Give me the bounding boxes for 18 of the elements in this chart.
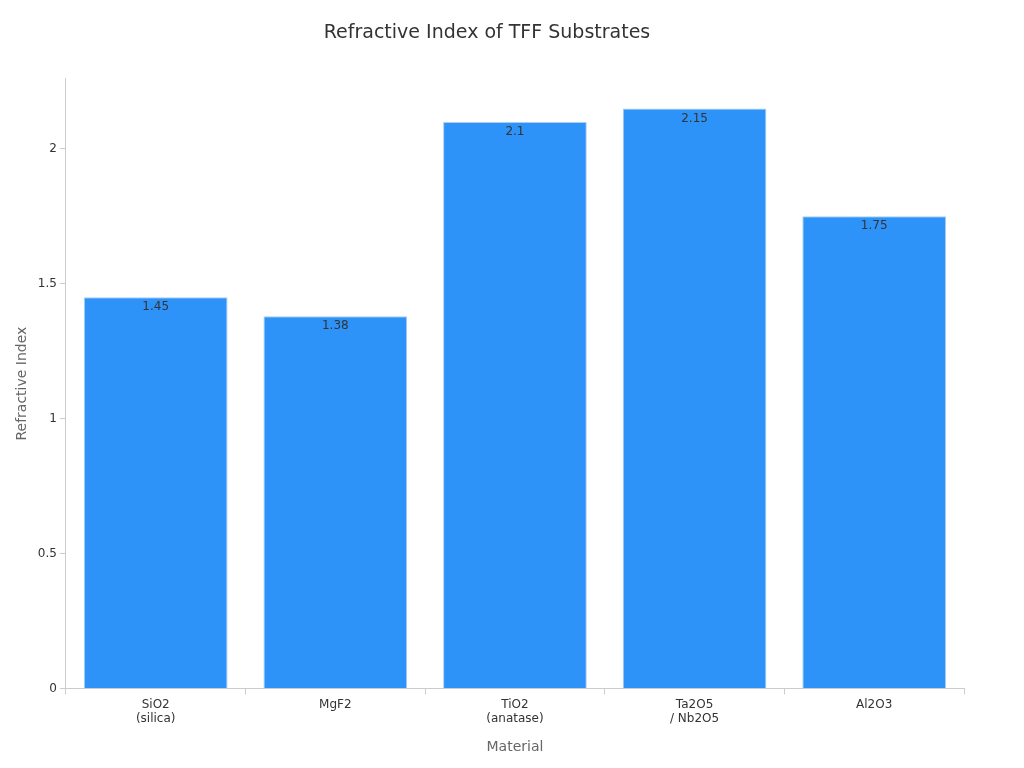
y-tick-label: 1.5 xyxy=(37,275,57,290)
data-label: 1.75 xyxy=(860,218,888,233)
data-label: 2.15 xyxy=(681,110,708,125)
y-axis-title: Refractive Index xyxy=(13,326,30,441)
data-label: 1.45 xyxy=(142,299,170,314)
x-tick-label: TiO2 (anatase) xyxy=(486,696,544,726)
y-tick-label: 1 xyxy=(49,410,57,425)
chart-title: Refractive Index of TFF Substrates xyxy=(323,20,651,43)
y-tick-label: 0.5 xyxy=(37,545,57,560)
x-tick-label: Ta2O5 / Nb2O5 xyxy=(669,696,720,726)
x-tick-label: SiO2 (silica) xyxy=(135,696,176,726)
x-tick-label: Al2O3 xyxy=(856,696,893,711)
data-label: 2.1 xyxy=(505,124,525,139)
x-axis-title: Material xyxy=(486,738,544,755)
data-label: 1.38 xyxy=(321,318,349,333)
y-tick-label: 2 xyxy=(49,141,57,156)
y-tick-label: 0 xyxy=(49,680,57,695)
x-tick-label: MgF2 xyxy=(319,696,352,711)
